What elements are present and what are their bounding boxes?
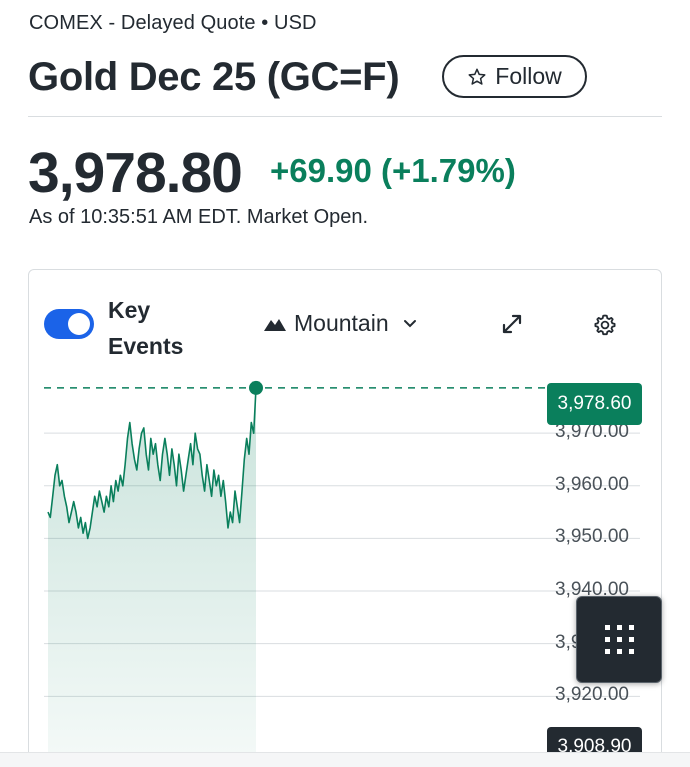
expand-icon[interactable] [501,313,523,335]
current-price-tag: 3,978.60 [547,383,642,425]
gear-icon[interactable] [593,313,617,337]
key-events-toggle[interactable] [44,309,94,339]
grid-menu-button[interactable] [576,596,662,683]
page-title: Gold Dec 25 (GC=F) [28,55,400,99]
star-icon [468,68,486,85]
quote-timestamp: As of 10:35:51 AM EDT. Market Open. [29,206,369,228]
grid-menu-icon [605,625,634,654]
toggle-knob [68,313,90,335]
y-tick-label: 3,920.00 [555,684,629,706]
header-divider [28,116,662,117]
mountain-icon [264,318,286,331]
y-tick-label: 3,970.00 [555,421,629,443]
current-price: 3,978.80 [28,141,243,205]
y-tick-label: 3,940.00 [555,579,629,601]
bottom-bar [0,752,690,767]
follow-button[interactable]: Follow [442,55,587,98]
chart-type-label: Mountain [294,310,389,336]
chevron-down-icon [403,319,416,327]
price-change: +69.90 (+1.79%) [270,152,516,189]
chart-type-dropdown[interactable]: Mountain [264,310,417,337]
y-tick-label: 3,950.00 [555,526,629,548]
follow-label: Follow [495,63,562,89]
exchange-info: COMEX - Delayed Quote • USD [29,12,317,34]
y-tick-label: 3,960.00 [555,473,629,495]
key-events-label: Key Events [108,297,184,359]
